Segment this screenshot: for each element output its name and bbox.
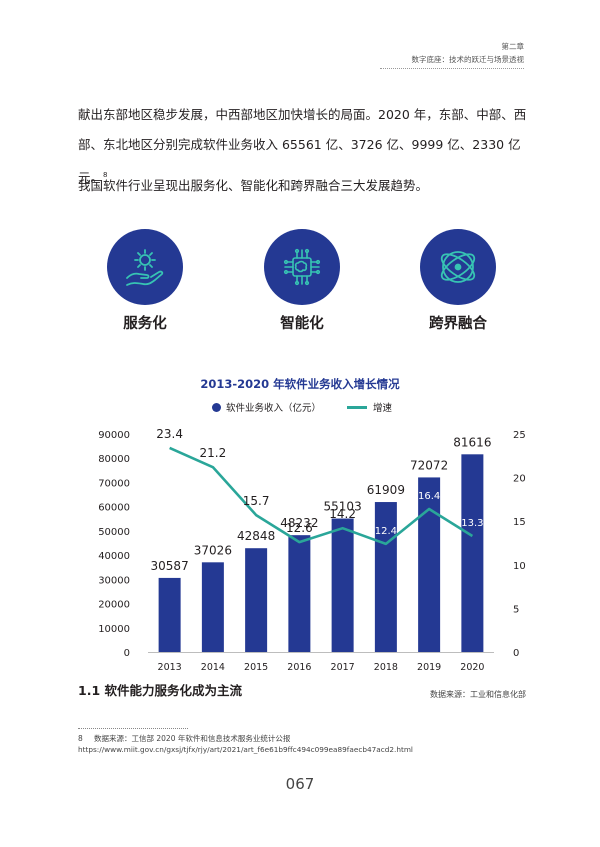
growth-rate-line — [169, 446, 474, 546]
x-tick-label: 2020 — [460, 662, 484, 673]
footnote-divider — [78, 728, 188, 729]
bar-value-label: 72072 — [410, 458, 448, 472]
growth-value-label: 12.4 — [375, 526, 397, 537]
y-left-tick-label: 90000 — [98, 430, 130, 441]
growth-value-label: 16.4 — [418, 491, 440, 502]
x-tick-label: 2016 — [287, 662, 311, 673]
y-left-tick-label: 50000 — [98, 527, 130, 538]
page-number: 067 — [285, 775, 315, 793]
section-heading: 1.1 软件能力服务化成为主流 — [78, 683, 242, 698]
x-tick-label: 2017 — [331, 662, 355, 673]
x-tick-label: 2019 — [417, 662, 441, 673]
growth-value-label: 21.2 — [200, 446, 227, 460]
y-left-tick-label: 60000 — [98, 503, 130, 514]
bar-value-label: 30587 — [151, 559, 189, 573]
y-left-tick-label: 30000 — [98, 575, 130, 586]
growth-value-label: 14.2 — [329, 507, 356, 521]
chart-title: 2013-2020 年软件业务收入增长情况 — [200, 377, 400, 391]
y-left-tick-label: 70000 — [98, 478, 130, 489]
paragraph-1-text: 献出东部地区稳步发展，中西部地区加快增长的局面。2020 年，东部、中部、西部、… — [78, 107, 527, 186]
revenue-bar — [331, 518, 354, 652]
header-divider — [380, 68, 524, 69]
legend-growth-label: 增速 — [373, 403, 393, 414]
growth-value-label: 13.3 — [461, 518, 483, 529]
growth-value-label: 12.6 — [286, 521, 313, 535]
bar-value-label: 48232 — [280, 516, 318, 530]
footnote-marker[interactable]: 8 — [103, 171, 108, 179]
revenue-bar — [245, 548, 268, 652]
y-right-tick-label: 20 — [513, 474, 526, 485]
revenue-bar — [374, 502, 397, 652]
y-left-tick-label: 80000 — [98, 454, 130, 465]
growth-value-label: 23.4 — [156, 427, 183, 441]
revenue-bar — [158, 577, 181, 652]
crossover-trend-badge — [420, 229, 496, 305]
trend-label-service: 服务化 — [123, 316, 167, 332]
y-right-tick-label: 0 — [513, 648, 519, 659]
revenue-bar — [461, 454, 484, 652]
intelligence-trend-badge — [264, 229, 340, 305]
chapter-subtitle: 数字底座：技术的跃迁与场景透视 — [411, 55, 525, 64]
revenue-bar — [418, 477, 441, 652]
trend-label-intelligence: 智能化 — [280, 316, 324, 332]
footnote-entry: 8 数据来源：工信部 2020 年软件和信息技术服务业统计公报 — [78, 733, 290, 744]
hand-gear-icon — [126, 249, 164, 286]
y-left-tick-label: 40000 — [98, 551, 130, 562]
trend-label-crossover: 跨界融合 — [429, 316, 487, 332]
bar-value-label: 61909 — [367, 483, 405, 497]
y-right-tick-label: 5 — [513, 604, 519, 615]
revenue-bar — [288, 535, 311, 652]
footnote-text: 数据来源：工信部 2020 年软件和信息技术服务业统计公报 — [94, 734, 291, 743]
x-tick-label: 2015 — [244, 662, 268, 673]
brain-chip-icon — [283, 248, 321, 286]
footnote-number: 8 — [78, 734, 83, 743]
body-paragraph-1: 献出东部地区稳步发展，中西部地区加快增长的局面。2020 年，东部、中部、西部、… — [78, 100, 538, 193]
bar-value-label: 42848 — [237, 529, 275, 543]
bar-value-label: 55103 — [324, 500, 362, 514]
y-left-tick-label: 0 — [124, 648, 130, 659]
atom-orbit-icon — [440, 251, 476, 283]
bar-value-label: 37026 — [194, 543, 232, 557]
body-paragraph-2: 我国软件行业呈现出服务化、智能化和跨界融合三大发展趋势。 — [78, 178, 429, 193]
x-tick-label: 2013 — [158, 662, 182, 673]
y-right-tick-label: 25 — [513, 430, 526, 441]
legend-revenue-label: 软件业务收入（亿元） — [226, 403, 322, 414]
y-left-tick-label: 10000 — [98, 624, 130, 635]
y-right-tick-label: 10 — [513, 561, 526, 572]
growth-value-label: 15.7 — [243, 494, 270, 508]
x-tick-label: 2018 — [374, 662, 398, 673]
legend-line-swatch — [347, 405, 367, 409]
chapter-label: 第二章 — [501, 42, 525, 51]
legend-bar-swatch — [212, 402, 221, 412]
service-trend-badge — [107, 229, 183, 305]
legend-revenue: 软件业务收入（亿元） — [212, 400, 321, 414]
legend-growth: 增速 — [347, 400, 392, 414]
footnote-url[interactable]: https://www.miit.gov.cn/gxsj/tjfx/rjy/ar… — [78, 745, 413, 754]
revenue-bar — [201, 562, 224, 652]
y-left-tick-label: 20000 — [98, 600, 130, 611]
bar-value-label: 81616 — [453, 435, 491, 449]
chart-source-note: 数据来源：工业和信息化部 — [430, 690, 526, 699]
y-right-tick-label: 15 — [513, 517, 526, 528]
x-tick-label: 2014 — [201, 662, 225, 673]
